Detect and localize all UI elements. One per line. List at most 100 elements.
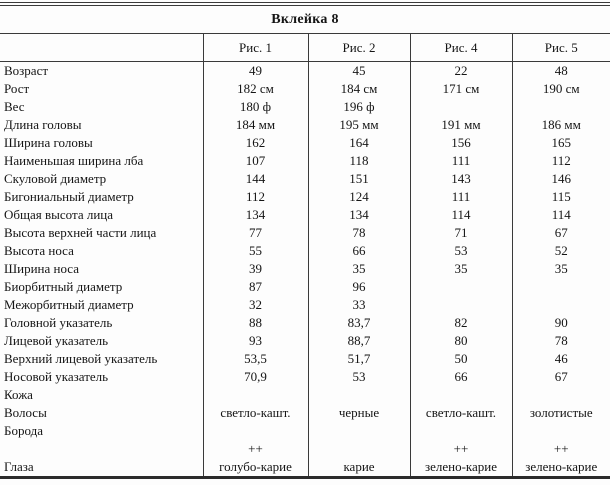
cell-value: 53,5 (202, 350, 308, 368)
row-label: Головной указатель (4, 315, 113, 330)
row-label: Высота верхней части лица (4, 225, 157, 240)
cell-value: 88,7 (307, 332, 410, 350)
row-label: Вес (4, 99, 25, 114)
row-label: Биорбитный диаметр (4, 279, 123, 294)
cell-value: черные (307, 404, 410, 422)
cell-value: зелено-карие (511, 458, 610, 476)
cell-value: светло-кашт. (409, 404, 512, 422)
row-label: Волосы (4, 405, 47, 420)
cell-value: 134 (202, 206, 308, 224)
table-row: Носовой указатель 70,9 53 66 67 (0, 368, 610, 386)
cell-value: 156 (409, 134, 512, 152)
cell-value: 87 (202, 278, 308, 296)
column-header-fig1: Рис. 1 (202, 33, 308, 62)
cell-value: 190 см (511, 80, 610, 98)
row-label: Межорбитный диаметр (4, 297, 134, 312)
cell-value (307, 440, 410, 458)
row-label: Наименьшая ширина лба (4, 153, 144, 168)
cell-value (409, 386, 512, 404)
row-label (0, 440, 203, 458)
cell-value: 144 (202, 170, 308, 188)
cell-value: 195 мм (307, 116, 410, 134)
cell-value (202, 422, 308, 440)
cell-value (511, 278, 610, 296)
row-label: Носовой указатель (4, 369, 109, 384)
cell-value: 77 (202, 224, 308, 242)
cell-value: 114 (409, 206, 512, 224)
cell-value: 96 (307, 278, 410, 296)
table-row: Вес 180 ф 196 ф (0, 98, 610, 116)
cell-value: карие (307, 458, 410, 476)
cell-value: 50 (409, 350, 512, 368)
cell-value: 35 (511, 260, 610, 278)
table-row: Лицевой указатель 93 88,7 80 78 (0, 332, 610, 350)
measurements-table: Рис. 1 Рис. 2 Рис. 4 Рис. 5 Возраст 49 45 2… (0, 33, 610, 476)
table-row: Глаза голубо-карие карие зелено-карие зелено… (0, 458, 610, 476)
cell-value: 39 (202, 260, 308, 278)
cell-value: ++ (409, 440, 512, 458)
row-label: Глаза (4, 459, 34, 474)
cell-value: 88 (202, 314, 308, 332)
cell-value: ++ (202, 440, 308, 458)
cell-value: 162 (202, 134, 308, 152)
row-label: Скуловой диаметр (4, 171, 107, 186)
row-label: Лицевой указатель (4, 333, 109, 348)
cell-value: 51,7 (307, 350, 410, 368)
table-row: Рост 182 см 184 см 171 см 190 см (0, 80, 610, 98)
table-row: Биорбитный диаметр 87 96 (0, 278, 610, 296)
cell-value: 22 (409, 61, 512, 80)
row-label: Высота носа (4, 243, 74, 258)
row-label: Общая высота лица (4, 207, 114, 222)
table-row: Высота верхней части лица 77 78 71 67 (0, 224, 610, 242)
table-row: ++ ++ ++ (0, 440, 610, 458)
cell-value: 67 (511, 224, 610, 242)
cell-value: 53 (409, 242, 512, 260)
cell-value: 164 (307, 134, 410, 152)
cell-value: 184 мм (202, 116, 308, 134)
table-title: Вклейка 8 (271, 12, 339, 27)
cell-value: 196 ф (307, 98, 410, 116)
cell-value: 49 (202, 61, 308, 80)
cell-value: голубо-карие (202, 458, 308, 476)
row-label: Ширина носа (4, 261, 79, 276)
row-label: Верхний лицевой указатель (4, 351, 158, 366)
column-header-fig4: Рис. 4 (409, 33, 512, 62)
cell-value: 90 (511, 314, 610, 332)
cell-value: 134 (307, 206, 410, 224)
cell-value: 78 (511, 332, 610, 350)
table-row: Бигониальный диаметр 112 124 111 115 (0, 188, 610, 206)
cell-value: 71 (409, 224, 512, 242)
cell-value: 52 (511, 242, 610, 260)
cell-value (202, 386, 308, 404)
cell-value: 70,9 (202, 368, 308, 386)
cell-value: 191 мм (409, 116, 512, 134)
header-empty-cell (0, 33, 203, 62)
column-header-fig2: Рис. 2 (307, 33, 410, 62)
cell-value (307, 386, 410, 404)
cell-value: 67 (511, 368, 610, 386)
cell-value: 143 (409, 170, 512, 188)
cell-value: 66 (409, 368, 512, 386)
cell-value: 186 мм (511, 116, 610, 134)
cell-value: 35 (307, 260, 410, 278)
cell-value: золотистые (511, 404, 610, 422)
column-header-fig5: Рис. 5 (511, 33, 610, 62)
table-row: Скуловой диаметр 144 151 143 146 (0, 170, 610, 188)
row-label: Борода (4, 423, 43, 438)
cell-value: 146 (511, 170, 610, 188)
cell-value: 171 см (409, 80, 512, 98)
cell-value: 112 (511, 152, 610, 170)
cell-value: 114 (511, 206, 610, 224)
row-label: Ширина головы (4, 135, 93, 150)
row-label: Кожа (4, 387, 33, 402)
cell-value (409, 422, 512, 440)
cell-value: 66 (307, 242, 410, 260)
cell-value: 83,7 (307, 314, 410, 332)
table-row: Возраст 49 45 22 48 (0, 61, 610, 80)
cell-value: 118 (307, 152, 410, 170)
cell-value: 124 (307, 188, 410, 206)
cell-value (409, 296, 512, 314)
row-label: Рост (4, 81, 30, 96)
cell-value: 182 см (202, 80, 308, 98)
